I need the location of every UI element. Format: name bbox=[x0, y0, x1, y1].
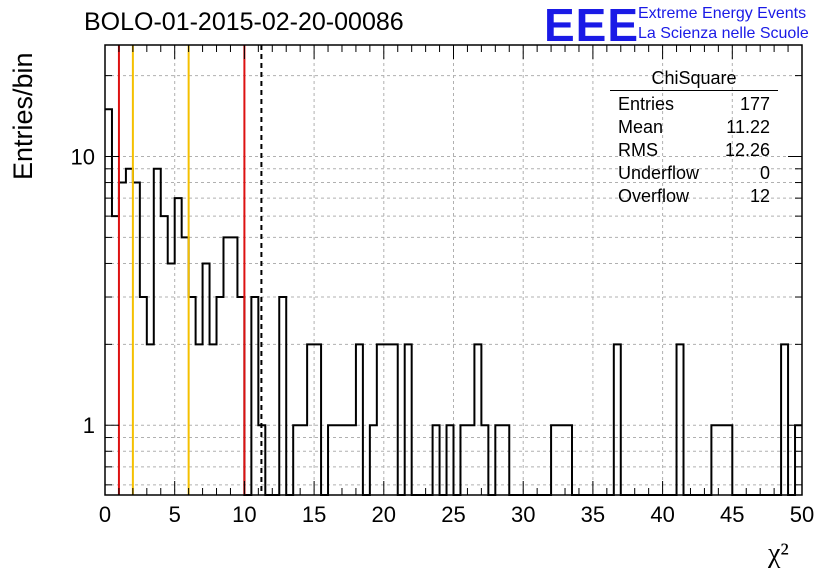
logo-line-2: La Scienza nelle Scuole bbox=[638, 25, 809, 42]
stats-row-entries: Entries 177 bbox=[610, 93, 778, 116]
stats-value: 0 bbox=[759, 163, 770, 183]
stats-value: 11.22 bbox=[726, 117, 770, 137]
logo-line-1: Extreme Energy Events bbox=[638, 5, 807, 22]
stats-row-overflow: Overflow 12 bbox=[610, 185, 778, 208]
x-axis-label: χ² bbox=[768, 538, 789, 569]
x-tick-label: 40 bbox=[650, 502, 674, 527]
x-tick-label: 5 bbox=[169, 502, 181, 527]
x-tick-label: 35 bbox=[581, 502, 605, 527]
stats-label: Mean bbox=[618, 117, 664, 137]
stats-title: ChiSquare bbox=[610, 68, 778, 91]
x-tick-label: 10 bbox=[232, 502, 256, 527]
stats-value: 12.26 bbox=[724, 140, 770, 160]
x-tick-label: 25 bbox=[441, 502, 465, 527]
stats-label: RMS bbox=[618, 140, 658, 160]
x-tick-label: 0 bbox=[99, 502, 111, 527]
x-tick-label: 30 bbox=[511, 502, 535, 527]
stats-value: 177 bbox=[739, 94, 770, 114]
stats-box: ChiSquare Entries 177 Mean 11.22 RMS 12.… bbox=[610, 68, 778, 208]
stats-label: Overflow bbox=[618, 186, 690, 206]
eee-logo: EEE bbox=[544, 0, 640, 51]
y-tick-label: 10 bbox=[71, 145, 95, 170]
stats-row-mean: Mean 11.22 bbox=[610, 116, 778, 139]
x-tick-label: 50 bbox=[790, 502, 814, 527]
stats-row-rms: RMS 12.26 bbox=[610, 139, 778, 162]
histogram-title: BOLO-01-2015-02-20-00086 bbox=[84, 8, 404, 36]
y-axis-label: Entries/bin bbox=[8, 52, 38, 180]
y-tick-label: 1 bbox=[83, 413, 95, 438]
x-tick-label: 15 bbox=[302, 502, 326, 527]
stats-row-underflow: Underflow 0 bbox=[610, 162, 778, 185]
stats-value: 12 bbox=[749, 186, 770, 206]
stats-label: Entries bbox=[618, 94, 675, 114]
stats-label: Underflow bbox=[618, 163, 700, 183]
x-tick-label: 45 bbox=[720, 502, 744, 527]
x-tick-label: 20 bbox=[372, 502, 396, 527]
